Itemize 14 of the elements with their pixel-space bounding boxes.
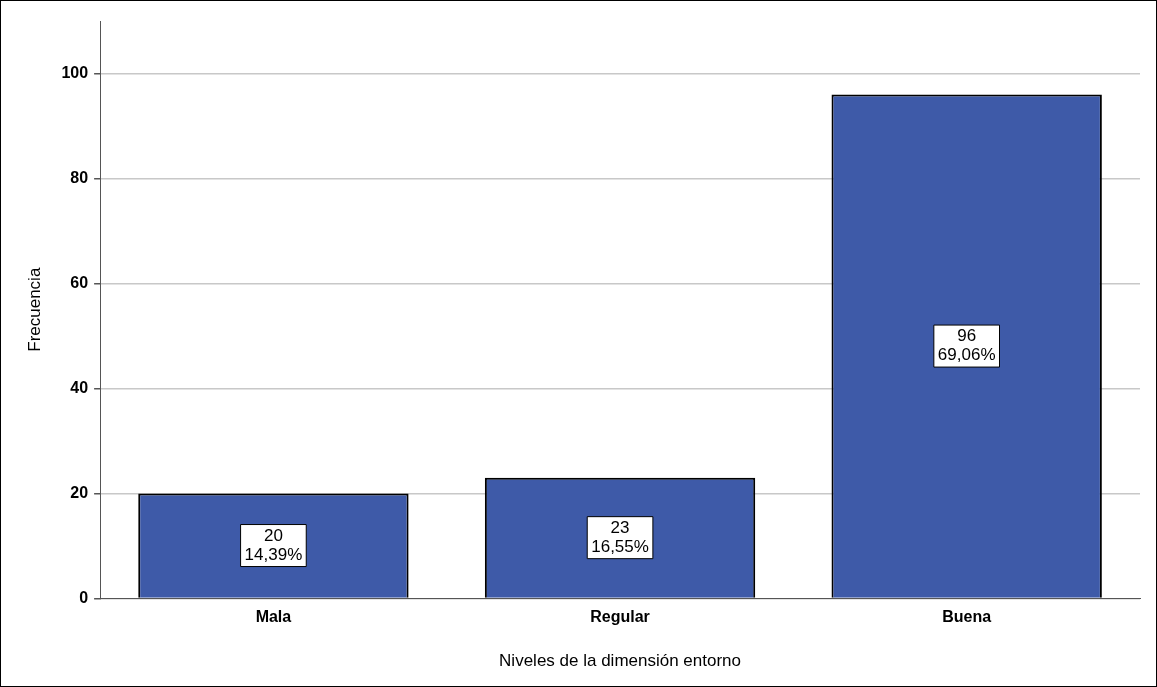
data-label: 20 14,39% (244, 525, 303, 564)
data-label: 96 69,06% (937, 326, 996, 365)
y-tick-label: 20 (70, 483, 89, 501)
x-tick-label: Mala (255, 608, 292, 626)
y-tick-label: 40 (70, 378, 89, 396)
y-tick-label: 60 (70, 273, 89, 291)
x-tick-label: Regular (590, 608, 650, 626)
x-tick-label: Buena (942, 608, 992, 626)
x-axis-title: Niveles de la dimensión entorno (499, 651, 742, 671)
data-label: 23 16,55% (591, 517, 649, 556)
y-tick-label: 0 (79, 588, 89, 606)
y-axis-title: Frecuencia (24, 267, 44, 352)
y-tick-label: 80 (70, 168, 89, 186)
y-tick-label: 100 (61, 63, 89, 81)
